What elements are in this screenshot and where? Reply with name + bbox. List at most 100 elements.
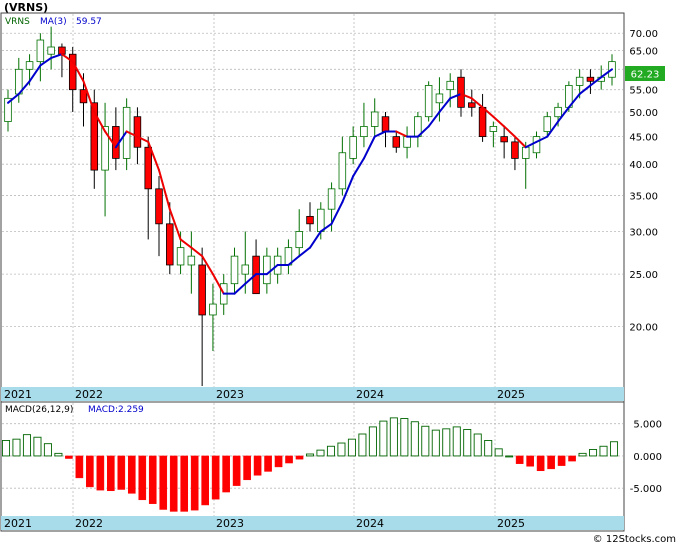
candle-body (209, 303, 217, 316)
macd-bar (368, 426, 377, 457)
macd-bar (547, 455, 555, 470)
price-candles (4, 26, 616, 386)
ma-segment (147, 140, 160, 172)
price-y-tick: 20.00 (629, 322, 658, 333)
ma-segment (481, 106, 495, 118)
macd-bar (148, 455, 157, 504)
macd-legend-params: MACD(26,12,9) (5, 405, 73, 415)
candle-body (554, 106, 562, 118)
macd-y-tick: 5.000 (633, 420, 662, 431)
candle-body (58, 46, 66, 55)
x-tick-label-top: 2025 (497, 388, 525, 401)
ma-segment (158, 169, 171, 211)
macd-panel (0, 401, 625, 532)
price-y-tick: 40.00 (629, 160, 658, 171)
macd-bar (211, 455, 220, 500)
macd-bar (222, 455, 230, 493)
macd-bar (463, 429, 472, 457)
ma-segment (93, 110, 107, 133)
macd-bar (75, 455, 84, 479)
price-y-tick: 65.00 (629, 47, 658, 58)
candle-body (230, 255, 239, 285)
ma-segment (71, 60, 85, 83)
macd-bar (536, 455, 545, 472)
macd-bar (452, 426, 461, 457)
ma-segment (427, 110, 441, 128)
price-y-tick: 70.00 (629, 29, 658, 40)
macd-bar (243, 455, 251, 481)
macd-bar (86, 455, 94, 488)
candle-body (198, 264, 206, 316)
macd-bar (589, 449, 598, 457)
candle-body (68, 53, 77, 91)
macd-legend-value: MACD:2.259 (88, 405, 144, 415)
last-price-box (625, 66, 665, 81)
ma-segment (190, 246, 204, 258)
ma-segment (244, 273, 258, 285)
x-tick-label-top: 2021 (4, 388, 32, 401)
ma-segment (330, 201, 344, 225)
candle-body (392, 136, 401, 148)
macd-bar (410, 421, 419, 457)
candle-body (511, 141, 519, 159)
macd-bar (305, 453, 315, 457)
macd-bar (274, 455, 283, 468)
ma-segment (546, 120, 560, 138)
macd-bar (285, 455, 293, 464)
ma-segment (125, 130, 139, 138)
candle-body (457, 76, 465, 108)
macd-bar (526, 455, 534, 467)
candle-body (543, 116, 552, 132)
legend-ma-value: 59.57 (76, 17, 102, 27)
ma-segment (168, 208, 182, 241)
ma-segment (438, 97, 452, 113)
candle-body (155, 188, 163, 225)
macd-bar (253, 455, 262, 476)
x-axis-labels-top: 2021 2022 2023 2024 2025 (4, 388, 525, 401)
macd-bar (117, 455, 126, 490)
ma-segment (460, 92, 473, 100)
ma-segment (265, 263, 279, 276)
x-tick-label-top: 2022 (75, 388, 103, 401)
macd-bar (557, 455, 566, 466)
macd-bar (190, 455, 199, 511)
candle-body (435, 93, 444, 104)
price-panel (0, 12, 625, 403)
ma-segment (470, 97, 484, 109)
price-y-tick: 25.00 (629, 270, 658, 281)
price-y-tick: 30.00 (629, 227, 658, 238)
candle-body (79, 89, 88, 104)
candle-body (478, 106, 487, 138)
ma-segment (319, 222, 333, 233)
ma-segment (60, 53, 74, 63)
candle-body (36, 39, 45, 63)
candle-body (241, 264, 250, 275)
macd-bar (431, 429, 440, 457)
ticker-title: (VRNS) (4, 1, 48, 14)
ma-segment (578, 84, 592, 95)
price-grid (2, 14, 623, 387)
ma-segment (513, 135, 527, 149)
x-tick-label-bottom: 2025 (497, 517, 525, 530)
macd-bar (180, 455, 189, 512)
candle-body (424, 85, 433, 118)
ma-segment (211, 273, 225, 295)
candle-body (306, 215, 314, 225)
candle-body (25, 61, 34, 70)
ma-segment (492, 115, 506, 128)
ma-segment (600, 68, 613, 79)
macd-bar (494, 448, 503, 457)
ma-segment (50, 53, 63, 59)
macd-bar (201, 455, 209, 506)
macd-bar (96, 455, 105, 491)
ma-segment (352, 157, 365, 178)
macd-bar (400, 418, 409, 457)
ma-segment (589, 76, 603, 87)
ma-segment (395, 130, 409, 138)
ma-segment (287, 255, 301, 266)
ma-segment (82, 80, 96, 113)
legend-ma-label: MA(3) (40, 17, 67, 27)
macd-bar (578, 452, 587, 457)
ma-segment (309, 230, 322, 249)
